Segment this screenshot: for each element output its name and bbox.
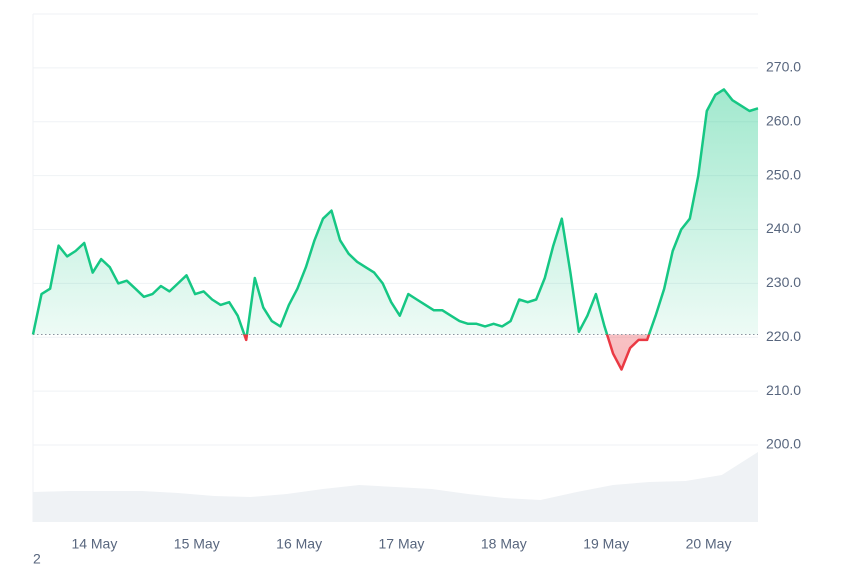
y-tick-label: 240.0 bbox=[766, 220, 801, 236]
y-tick-label: 260.0 bbox=[766, 112, 801, 128]
x-tick-label: 14 May bbox=[71, 536, 117, 552]
y-tick-label: 220.0 bbox=[766, 328, 801, 344]
plot: 200.0 210.0 220.0 230.0 240.0 250.0 260.0 270.0… bbox=[31, 59, 801, 552]
x-tick-label: 18 May bbox=[481, 536, 527, 552]
x-tick-label: 16 May bbox=[276, 536, 322, 552]
x-tick-label: 20 May bbox=[686, 536, 732, 552]
volume-area bbox=[33, 452, 758, 522]
y-tick-label: 230.0 bbox=[766, 274, 801, 290]
y-tick-label: 250.0 bbox=[766, 166, 801, 182]
price-line bbox=[31, 88, 759, 371]
x-tick-label: 17 May bbox=[379, 536, 425, 552]
annotation: 2 bbox=[33, 551, 41, 567]
x-tick-label: 19 May bbox=[583, 536, 629, 552]
y-tick-label: 200.0 bbox=[766, 436, 801, 452]
x-tick-label: 15 May bbox=[174, 536, 220, 552]
y-tick-label: 210.0 bbox=[766, 382, 801, 398]
area-up bbox=[33, 89, 758, 335]
y-tick-label: 270.0 bbox=[766, 59, 801, 75]
